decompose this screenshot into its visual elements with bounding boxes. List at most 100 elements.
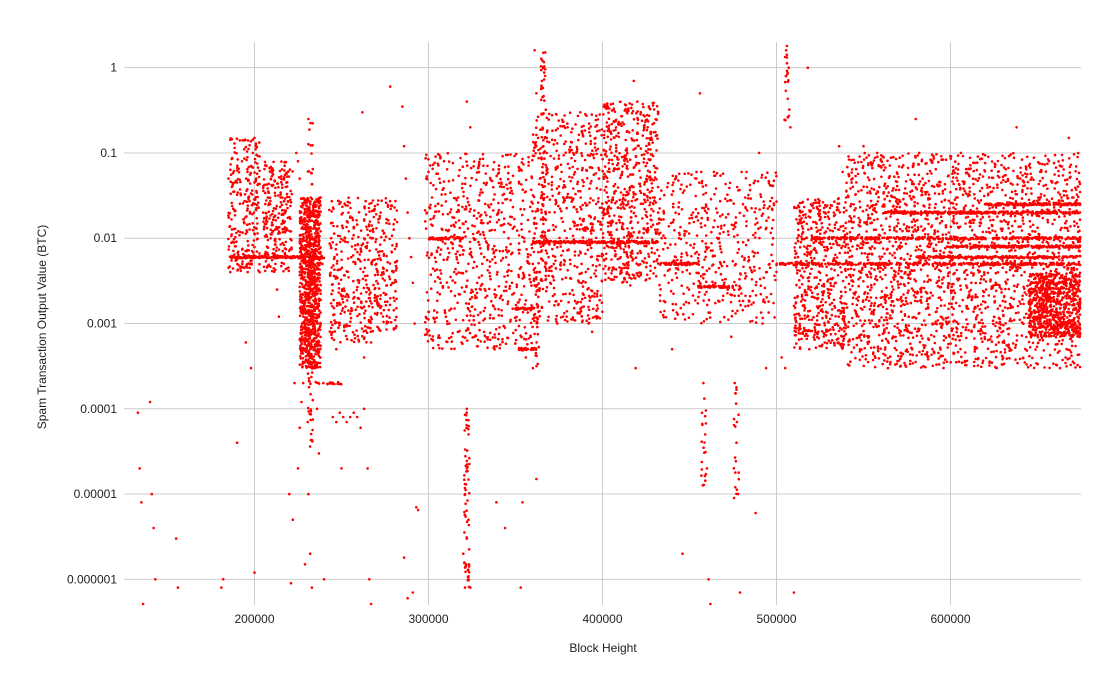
data-point bbox=[343, 325, 346, 329]
data-point bbox=[652, 260, 656, 263]
data-point bbox=[280, 264, 283, 268]
data-point bbox=[280, 183, 284, 186]
data-point bbox=[361, 111, 364, 114]
data-point bbox=[811, 291, 814, 295]
data-point bbox=[425, 328, 428, 331]
data-point bbox=[599, 223, 602, 226]
data-point bbox=[493, 255, 497, 259]
data-point bbox=[464, 207, 468, 211]
data-point bbox=[849, 267, 853, 271]
data-point bbox=[649, 264, 652, 268]
data-point bbox=[501, 298, 505, 302]
data-point bbox=[726, 199, 729, 203]
data-point bbox=[314, 319, 318, 323]
data-point bbox=[503, 526, 507, 530]
data-point bbox=[472, 160, 476, 163]
data-point bbox=[565, 310, 569, 313]
data-point bbox=[337, 326, 340, 330]
data-point bbox=[318, 280, 321, 283]
data-point bbox=[319, 311, 322, 314]
data-point bbox=[347, 230, 351, 233]
data-point bbox=[356, 305, 359, 309]
data-point bbox=[819, 300, 823, 304]
data-point bbox=[822, 210, 826, 214]
data-point bbox=[261, 211, 265, 214]
data-point bbox=[248, 143, 251, 147]
data-point bbox=[650, 251, 654, 254]
data-point bbox=[455, 210, 459, 214]
data-point bbox=[594, 149, 598, 152]
data-point bbox=[646, 151, 649, 155]
data-point bbox=[600, 153, 603, 157]
data-point bbox=[622, 203, 625, 206]
data-point bbox=[589, 229, 593, 233]
data-point bbox=[660, 189, 663, 192]
data-point bbox=[680, 284, 683, 288]
data-point bbox=[359, 292, 363, 295]
data-point bbox=[771, 218, 775, 222]
data-point bbox=[524, 178, 528, 182]
data-point bbox=[850, 171, 853, 174]
data-point bbox=[640, 236, 643, 239]
data-point bbox=[749, 197, 752, 200]
data-point bbox=[611, 266, 615, 270]
data-point bbox=[343, 289, 346, 293]
data-point bbox=[683, 189, 686, 192]
data-point bbox=[638, 182, 641, 185]
data-point bbox=[701, 185, 705, 188]
data-point bbox=[830, 288, 833, 292]
data-point bbox=[497, 201, 500, 205]
data-point bbox=[568, 145, 572, 149]
data-point bbox=[677, 231, 681, 235]
data-point bbox=[569, 196, 573, 199]
data-point bbox=[641, 134, 645, 137]
data-point bbox=[248, 222, 251, 226]
data-point bbox=[264, 199, 268, 202]
data-point bbox=[593, 292, 596, 295]
data-point bbox=[306, 320, 310, 323]
data-point bbox=[247, 262, 250, 265]
data-point bbox=[573, 250, 577, 253]
data-point bbox=[755, 316, 758, 319]
data-point bbox=[669, 221, 673, 225]
data-point bbox=[810, 295, 814, 299]
data-point bbox=[274, 237, 277, 241]
data-point bbox=[629, 254, 632, 257]
data-point bbox=[468, 240, 472, 244]
data-point bbox=[284, 209, 287, 213]
data-point bbox=[519, 586, 522, 589]
data-point bbox=[644, 279, 647, 282]
data-point bbox=[298, 314, 302, 318]
data-point bbox=[803, 252, 806, 256]
data-point bbox=[319, 230, 322, 233]
data-point bbox=[247, 244, 250, 247]
data-point bbox=[608, 266, 611, 270]
data-point bbox=[588, 243, 592, 247]
data-point bbox=[832, 242, 835, 246]
data-point bbox=[596, 118, 600, 121]
data-point bbox=[282, 262, 286, 266]
data-point bbox=[298, 177, 302, 180]
data-point bbox=[643, 244, 646, 248]
data-point bbox=[709, 249, 713, 252]
data-point bbox=[832, 211, 836, 214]
data-point bbox=[821, 298, 824, 301]
data-point bbox=[651, 186, 654, 190]
data-point bbox=[535, 477, 538, 481]
data-point bbox=[547, 118, 550, 121]
data-point bbox=[576, 167, 579, 171]
data-point bbox=[696, 219, 700, 222]
data-point bbox=[606, 221, 610, 224]
data-point bbox=[584, 142, 588, 145]
data-point bbox=[529, 188, 533, 192]
data-point bbox=[390, 234, 394, 237]
data-point bbox=[564, 140, 567, 143]
data-point bbox=[235, 441, 239, 445]
data-point bbox=[534, 145, 537, 148]
data-point bbox=[439, 157, 442, 160]
data-point bbox=[557, 119, 560, 122]
data-point bbox=[829, 341, 832, 345]
data-point bbox=[254, 161, 257, 164]
data-point bbox=[659, 231, 662, 235]
data-point bbox=[351, 254, 355, 257]
